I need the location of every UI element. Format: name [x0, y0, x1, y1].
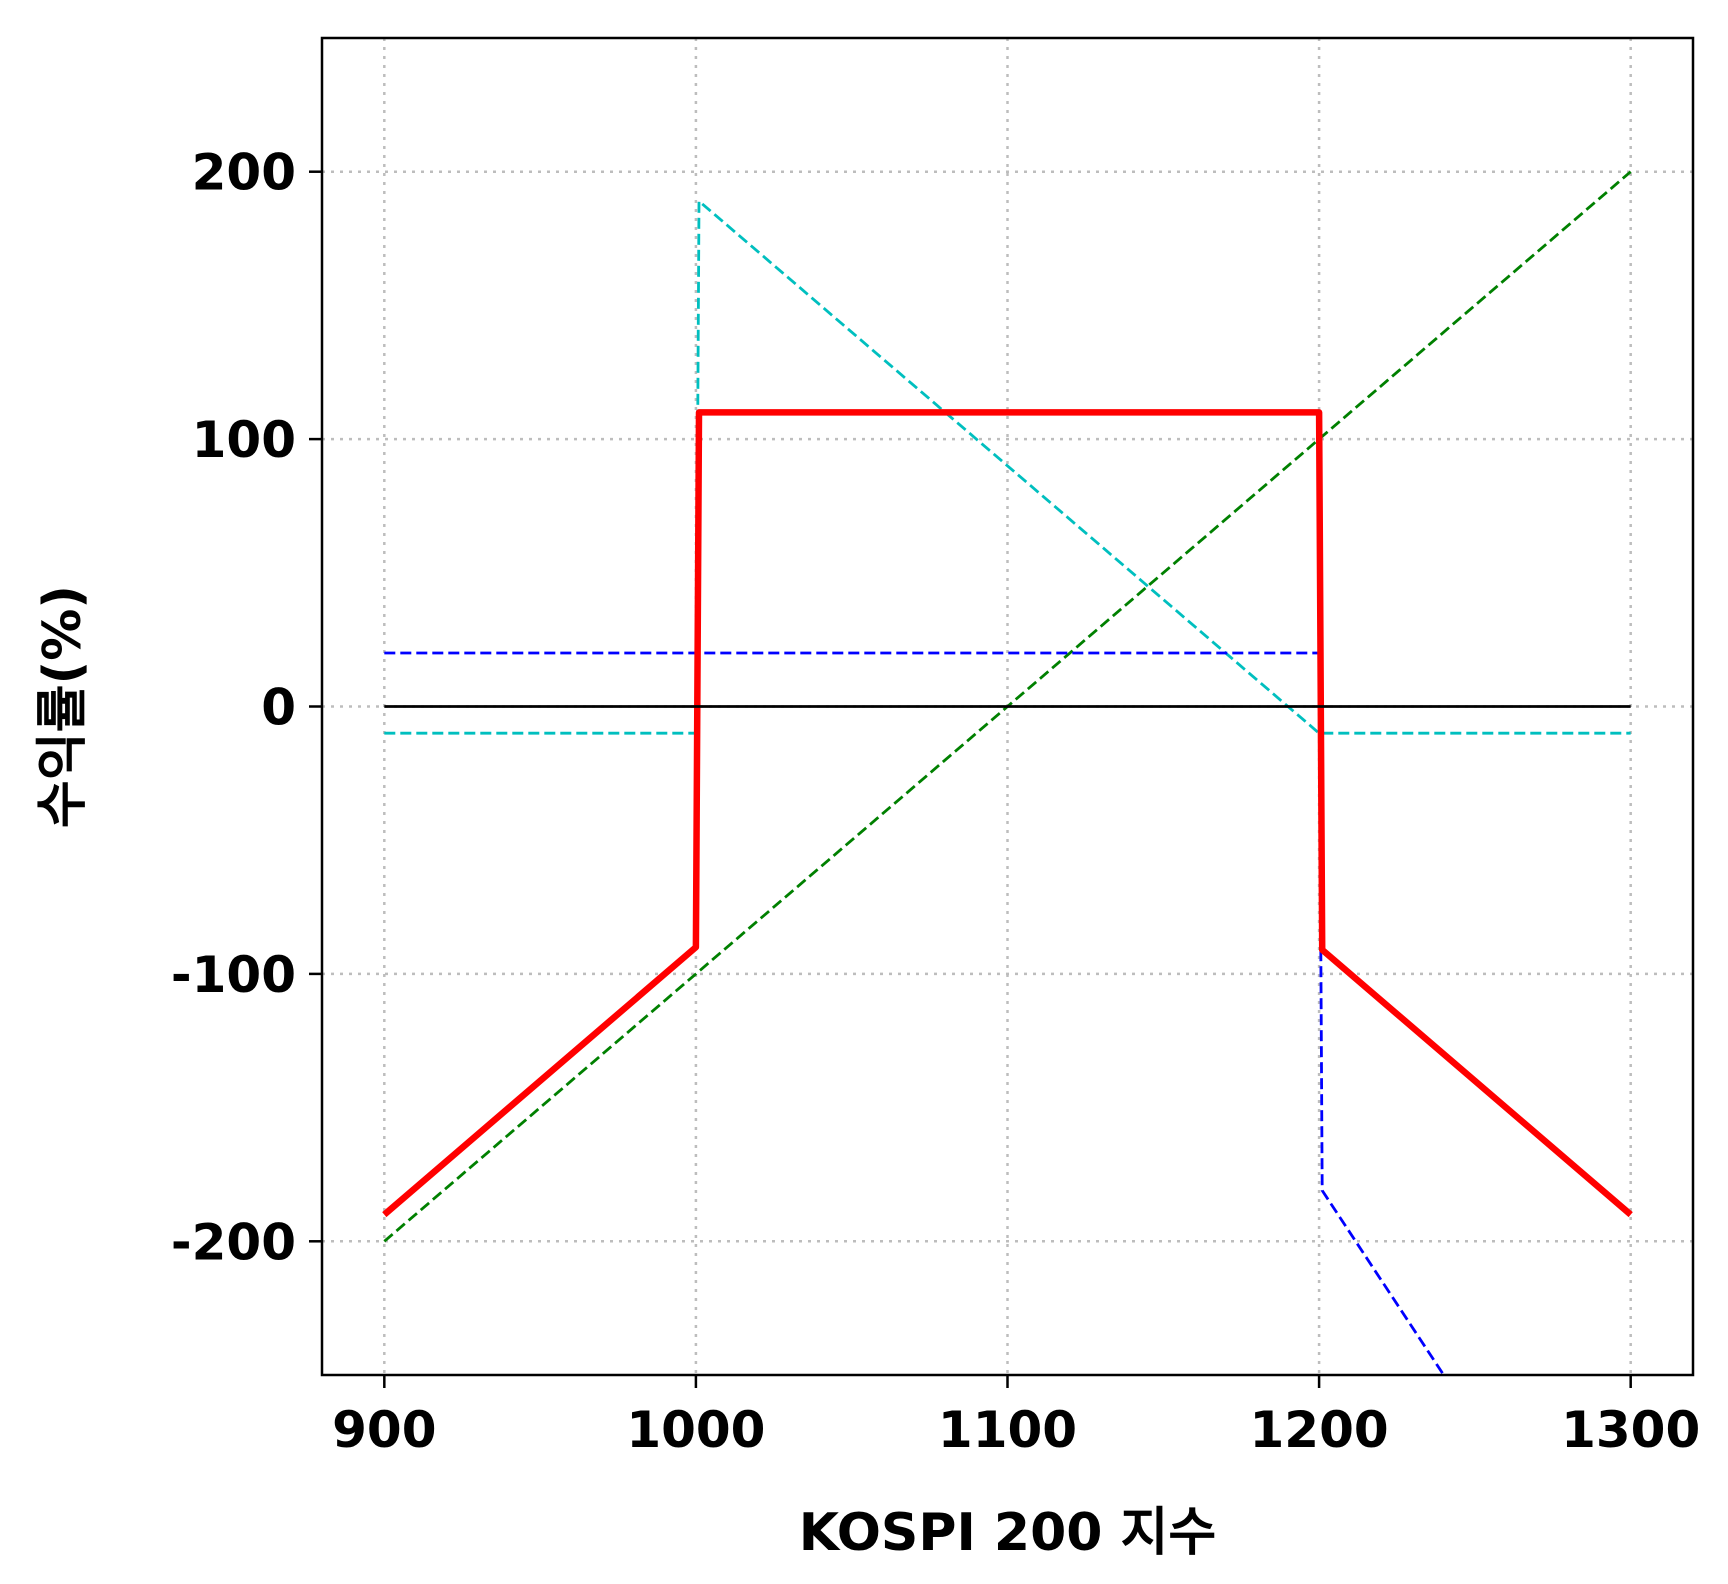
y-axis-label: 수익률(%) — [33, 585, 93, 828]
series-line-3 — [384, 651, 1445, 1375]
x-tick-label-4: 1300 — [1561, 1401, 1700, 1459]
y-tick-label-1: -100 — [171, 946, 296, 1004]
x-tick-label-3: 1200 — [1250, 1401, 1389, 1459]
y-axis: -200 -100 0 100 200 — [171, 144, 322, 1271]
series-line-4 — [382, 409, 1633, 1218]
y-tick-label-3: 100 — [192, 411, 296, 469]
x-tick-label-2: 1100 — [938, 1401, 1077, 1459]
y-tick-label-4: 200 — [192, 144, 296, 202]
series-line-2 — [384, 199, 1631, 735]
x-tick-label-0: 900 — [332, 1401, 436, 1459]
x-tick-label-1: 1000 — [626, 1401, 765, 1459]
x-axis: 900 1000 1100 1200 1300 — [332, 1375, 1700, 1459]
x-axis-label: KOSPI 200 지수 — [799, 1503, 1217, 1563]
plot-series — [382, 170, 1633, 1375]
y-tick-label-2: 0 — [261, 679, 296, 737]
y-tick-label-0: -200 — [171, 1213, 296, 1271]
